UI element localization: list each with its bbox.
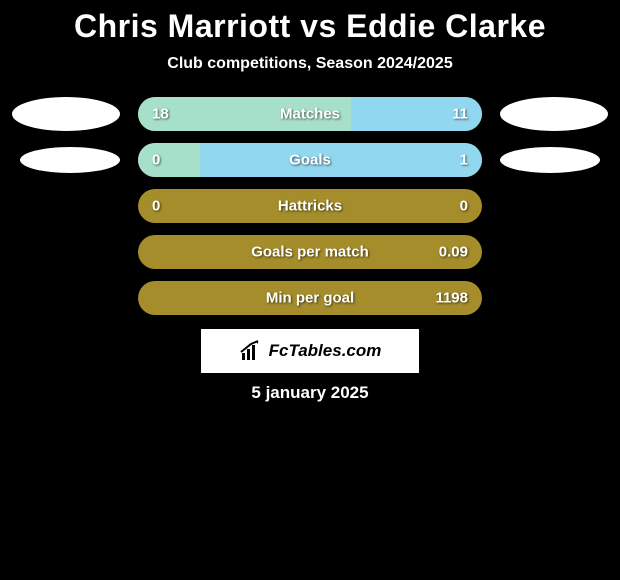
stat-bar-matches: 18 11 Matches [138,97,482,131]
stat-label: Min per goal [266,290,354,307]
stat-label: Hattricks [278,198,342,215]
stat-label: Goals [289,152,331,169]
stat-label: Goals per match [251,244,369,261]
stat-value-left: 0 [152,198,160,215]
stat-row-hattricks: 0 0 Hattricks [0,189,620,223]
bar-fill-left [138,143,200,177]
stat-bar-min_per_goal: 1198 Min per goal [138,281,482,315]
chart-icon [239,339,263,363]
comparison-infographic: Chris Marriott vs Eddie Clarke Club comp… [0,0,620,403]
stat-value-right: 1198 [435,290,468,307]
player2-avatar [500,97,608,131]
stat-row-goals_per_match: 0.09 Goals per match [0,235,620,269]
date-label: 5 january 2025 [0,383,620,403]
stat-bar-goals_per_match: 0.09 Goals per match [138,235,482,269]
stat-label: Matches [280,106,340,123]
player2-avatar [500,147,600,173]
stat-value-right: 0.09 [439,244,468,261]
stat-value-left: 18 [152,106,169,123]
brand-text: FcTables.com [269,341,382,361]
stat-row-goals: 0 1 Goals [0,143,620,177]
stat-value-right: 0 [460,198,468,215]
vs-separator: vs [300,8,337,44]
player1-avatar [20,147,120,173]
stat-row-min_per_goal: 1198 Min per goal [0,281,620,315]
subtitle: Club competitions, Season 2024/2025 [0,55,620,73]
page-title: Chris Marriott vs Eddie Clarke [0,8,620,45]
player1-name: Chris Marriott [74,8,291,44]
stat-bar-goals: 0 1 Goals [138,143,482,177]
stat-value-left: 0 [152,152,160,169]
stat-value-right: 11 [452,106,468,123]
bar-fill-right [200,143,482,177]
player2-name: Eddie Clarke [346,8,546,44]
stat-value-right: 1 [460,152,468,169]
stat-row-matches: 18 11 Matches [0,97,620,131]
stat-rows: 18 11 Matches 0 1 Goals 0 0 Hattricks 0.09 Goals p… [0,97,620,315]
stat-bar-hattricks: 0 0 Hattricks [138,189,482,223]
brand-badge: FcTables.com [201,329,419,373]
player1-avatar [12,97,120,131]
